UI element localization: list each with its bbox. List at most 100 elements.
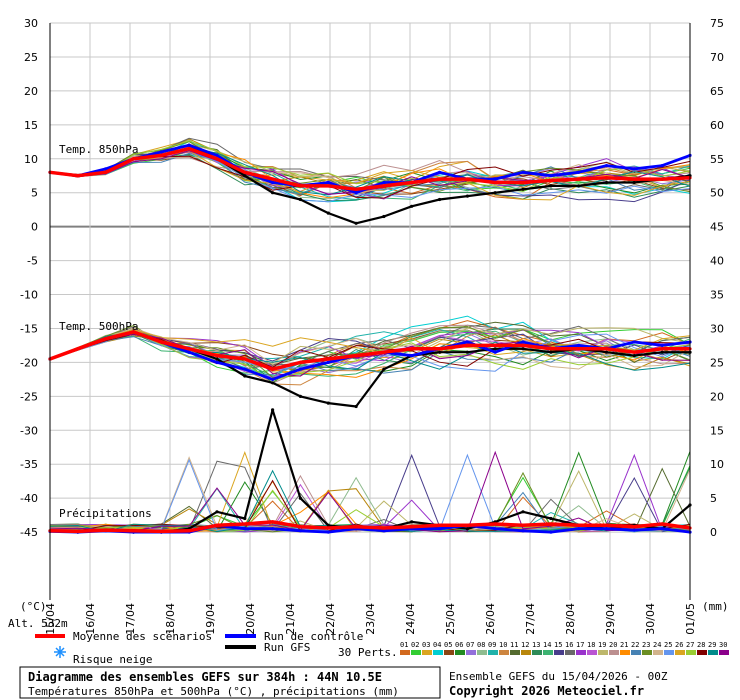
member-swatch: [598, 650, 608, 655]
right-tick-label: 25: [710, 356, 724, 369]
member-swatch: [664, 650, 674, 655]
series-point: [577, 343, 581, 347]
right-tick-label: 0: [710, 526, 717, 539]
panel-label-t500: Temp. 500hPa: [59, 320, 138, 333]
series-point: [410, 354, 414, 358]
member-line-t850: [49, 139, 691, 189]
series-point: [632, 350, 636, 354]
series-point: [604, 176, 609, 180]
series-point: [354, 525, 358, 529]
series-point: [298, 525, 302, 529]
series-point: [271, 367, 275, 371]
series-point: [410, 204, 414, 208]
x-tick-label: 27/04: [524, 603, 537, 635]
right-tick-label: 60: [710, 119, 724, 132]
series-point: [577, 523, 581, 527]
footer-subtitle: Températures 850hPa et 500hPa (°C) , pré…: [28, 685, 399, 698]
legend-snow-label: Risque neige: [73, 653, 152, 666]
member-swatch: [400, 650, 410, 655]
series-point: [271, 527, 275, 531]
series-point: [271, 180, 275, 185]
series-point: [660, 527, 664, 531]
left-tick-label: 25: [24, 51, 38, 64]
series-point: [660, 177, 664, 181]
left-tick-label: -10: [20, 289, 38, 302]
series-point: [76, 174, 80, 178]
series-point: [632, 340, 636, 344]
left-tick-label: 30: [24, 17, 38, 30]
left-tick-label: -40: [20, 492, 38, 505]
x-tick-label: 30/04: [644, 603, 657, 635]
series-point: [382, 367, 386, 371]
series-point: [326, 184, 330, 188]
panel-label-t850: Temp. 850hPa: [59, 143, 138, 156]
series-point: [298, 394, 302, 398]
series-point: [271, 408, 275, 412]
series-point: [465, 523, 469, 527]
member-swatch: [708, 650, 718, 655]
series-point: [549, 350, 553, 354]
x-tick-label: 22/04: [324, 603, 337, 635]
series-point: [354, 404, 358, 409]
series-point: [660, 343, 664, 347]
member-legend: 01 02 03 04 05 06 07 08 09 10 11 12 13 14 15 16 17 18 19 20…: [400, 641, 729, 655]
right-tick-label: 65: [710, 85, 724, 98]
series-point: [243, 527, 247, 531]
left-tick-label: 5: [31, 187, 38, 200]
series-point: [104, 167, 108, 171]
series-point: [298, 496, 302, 500]
series-point: [243, 357, 247, 361]
series-point: [243, 516, 247, 521]
member-swatch: [488, 650, 498, 655]
series-point: [493, 343, 497, 347]
member-number: 03: [422, 641, 430, 649]
series-point: [438, 350, 442, 354]
member-number: 10: [499, 641, 507, 649]
series-point: [215, 360, 219, 364]
member-number: 14: [543, 641, 551, 649]
series-0: [48, 146, 692, 534]
member-number: 12: [521, 641, 529, 649]
right-tick-label: 55: [710, 153, 724, 166]
x-tick-label: 18/04: [164, 603, 177, 635]
series-point: [326, 180, 330, 185]
series-point: [465, 194, 469, 198]
series-point: [243, 367, 247, 371]
right-tick-label: 15: [710, 424, 724, 437]
series-point: [382, 184, 386, 188]
footer-run-info: Ensemble GEFS du 15/04/2026 - 00Z: [449, 670, 668, 683]
series-point: [465, 343, 469, 347]
series-point: [382, 526, 386, 530]
series-point: [215, 157, 219, 161]
member-number: 30: [719, 641, 727, 649]
series-point: [410, 180, 414, 185]
left-tick-label: -15: [20, 322, 38, 335]
x-tick-label: 26/04: [484, 603, 497, 635]
member-number: 08: [477, 641, 485, 649]
series-point: [215, 354, 219, 358]
series-point: [243, 522, 247, 526]
member-swatch: [609, 650, 619, 655]
left-tick-label: 0: [31, 221, 38, 234]
series-point: [104, 337, 108, 341]
left-tick-label: 15: [24, 119, 38, 132]
main-series-lines: [48, 143, 692, 534]
series-point: [326, 526, 330, 530]
left-tick-label: -30: [20, 424, 38, 437]
series-point: [298, 184, 302, 188]
series-point: [660, 164, 664, 168]
member-line-t500: [49, 334, 691, 377]
series-point: [298, 367, 302, 371]
series-point: [215, 523, 219, 527]
x-tick-label: 16/04: [84, 603, 97, 635]
member-number: 17: [576, 641, 584, 649]
axes: 302520151050-5-10-15-20-25-30-35-40-4575…: [20, 17, 724, 635]
altitude-label: Alt. 532m: [8, 617, 68, 630]
right-tick-label: 35: [710, 289, 724, 302]
series-point: [438, 523, 442, 527]
series-line-t850: [49, 146, 691, 192]
x-tick-label: 20/04: [244, 603, 257, 635]
left-tick-label: -45: [20, 526, 38, 539]
footer-copyright: Copyright 2026 Meteociel.fr: [449, 684, 644, 698]
x-tick-label: 24/04: [404, 603, 417, 635]
